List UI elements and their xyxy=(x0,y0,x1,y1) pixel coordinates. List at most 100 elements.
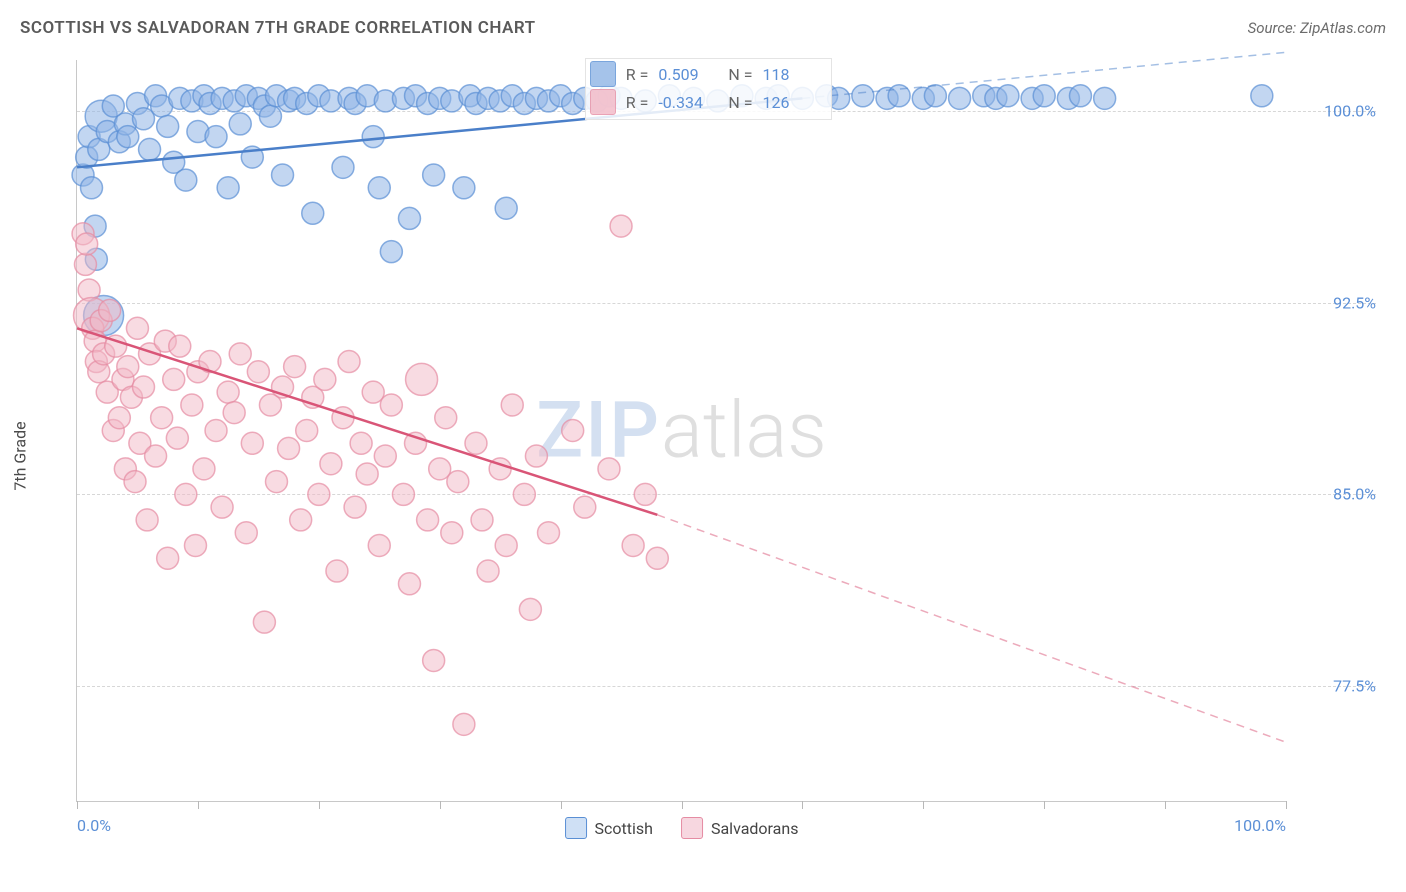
y-tick-label: 92.5% xyxy=(1296,293,1376,312)
data-point xyxy=(205,126,227,148)
data-point xyxy=(296,420,318,442)
data-point xyxy=(513,483,535,505)
y-tick-label: 100.0% xyxy=(1296,102,1376,121)
legend-item: Scottish xyxy=(565,817,653,839)
data-point xyxy=(308,483,330,505)
data-point xyxy=(453,177,475,199)
data-point xyxy=(151,407,173,429)
data-point xyxy=(166,427,188,449)
data-point xyxy=(501,394,523,416)
data-point xyxy=(284,356,306,378)
data-point xyxy=(229,343,251,365)
data-point xyxy=(117,126,139,148)
data-point xyxy=(1033,85,1055,107)
data-point xyxy=(338,351,360,373)
data-point xyxy=(406,363,438,395)
data-point xyxy=(622,534,644,556)
y-tick-label: 85.0% xyxy=(1296,485,1376,504)
x-tick-label: 100.0% xyxy=(1234,816,1286,835)
data-point xyxy=(465,432,487,454)
x-tick xyxy=(440,801,441,809)
data-point xyxy=(362,126,384,148)
data-point xyxy=(447,471,469,493)
data-point xyxy=(1069,85,1091,107)
stats-legend-row: R =-0.334N =126 xyxy=(590,89,823,115)
legend-swatch xyxy=(590,89,616,115)
data-point xyxy=(634,483,656,505)
data-point xyxy=(495,534,517,556)
data-point xyxy=(99,299,121,321)
data-point xyxy=(169,335,191,357)
data-point xyxy=(217,381,239,403)
data-point xyxy=(253,611,275,633)
data-point xyxy=(259,105,281,127)
x-tick xyxy=(923,801,924,809)
source-label: Source: ZipAtlas.com xyxy=(1248,19,1386,37)
data-point xyxy=(398,573,420,595)
data-point xyxy=(997,85,1019,107)
data-point xyxy=(423,649,445,671)
data-point xyxy=(205,420,227,442)
legend-swatch xyxy=(681,817,703,839)
stats-legend-row: R =0.509N =118 xyxy=(590,61,823,87)
data-point xyxy=(1094,87,1116,109)
data-point xyxy=(924,85,946,107)
series-legend: Scottish Salvadorans xyxy=(565,817,799,839)
x-tick xyxy=(1286,801,1287,809)
data-point xyxy=(374,445,396,467)
data-point xyxy=(272,164,294,186)
data-point xyxy=(126,317,148,339)
data-point xyxy=(417,509,439,531)
data-point xyxy=(139,138,161,160)
data-point xyxy=(495,197,517,219)
plot-area: ZIPatlas 100.0%92.5%85.0%77.5%0.0%100.0%… xyxy=(76,60,1286,802)
data-point xyxy=(538,522,560,544)
stat-n-value: 118 xyxy=(763,65,823,84)
legend-swatch xyxy=(565,817,587,839)
data-point xyxy=(302,202,324,224)
data-point xyxy=(453,713,475,735)
chart-title: SCOTTISH VS SALVADORAN 7TH GRADE CORRELA… xyxy=(20,18,536,38)
data-point xyxy=(1251,85,1273,107)
data-point xyxy=(326,560,348,582)
data-point xyxy=(398,207,420,229)
scatter-svg xyxy=(77,60,1286,801)
data-point xyxy=(519,598,541,620)
data-point xyxy=(380,394,402,416)
data-point xyxy=(392,483,414,505)
chart-container: 7th Grade ZIPatlas 100.0%92.5%85.0%77.5%… xyxy=(20,50,1386,862)
data-point xyxy=(136,509,158,531)
data-point xyxy=(223,402,245,424)
data-point xyxy=(435,407,457,429)
data-point xyxy=(441,522,463,544)
trendline-dashed xyxy=(657,515,1286,742)
data-point xyxy=(477,560,499,582)
x-tick xyxy=(1044,801,1045,809)
data-point xyxy=(320,453,342,475)
data-point xyxy=(235,522,257,544)
data-point xyxy=(332,156,354,178)
x-tick xyxy=(319,801,320,809)
data-point xyxy=(610,215,632,237)
data-point xyxy=(368,534,390,556)
data-point xyxy=(598,458,620,480)
data-point xyxy=(117,356,139,378)
data-point xyxy=(350,432,372,454)
data-point xyxy=(247,361,269,383)
data-point xyxy=(175,483,197,505)
data-point xyxy=(423,164,445,186)
data-point xyxy=(108,407,130,429)
legend-item: Salvadorans xyxy=(681,817,798,839)
data-point xyxy=(211,496,233,518)
data-point xyxy=(163,368,185,390)
data-point xyxy=(193,458,215,480)
stat-n-label: N = xyxy=(728,93,752,112)
stat-r-value: 0.509 xyxy=(658,65,718,84)
y-axis-label: 7th Grade xyxy=(11,421,30,490)
data-point xyxy=(241,432,263,454)
x-tick xyxy=(802,801,803,809)
data-point xyxy=(314,368,336,390)
x-tick-label: 0.0% xyxy=(77,816,111,835)
stat-r-value: -0.334 xyxy=(658,93,718,112)
stat-n-label: N = xyxy=(728,65,752,84)
